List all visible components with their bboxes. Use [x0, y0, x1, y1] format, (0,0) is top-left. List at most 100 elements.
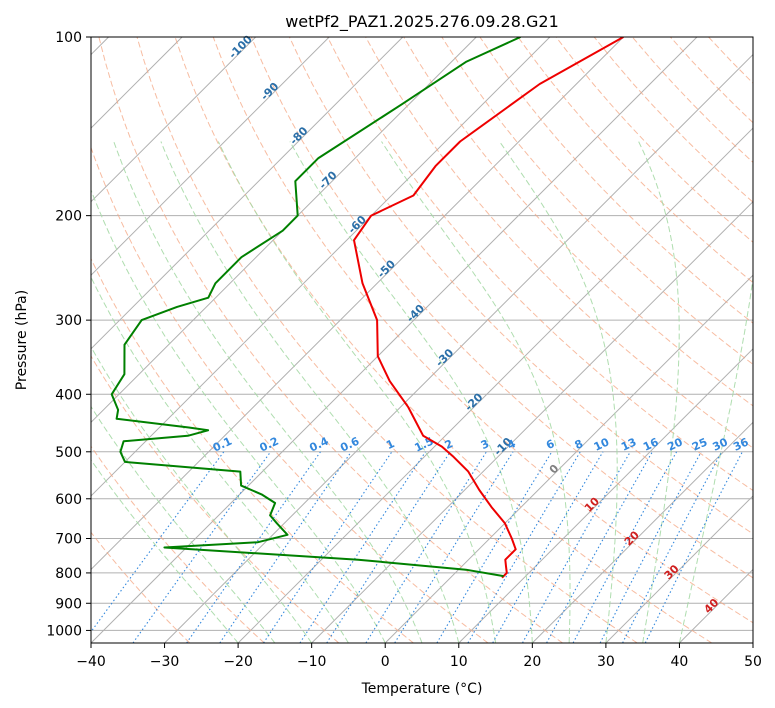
mixing-ratio-line: [219, 451, 352, 643]
mixing-ratio-line: [467, 451, 581, 643]
mixing-ratio-line: [436, 451, 553, 643]
isotherm-label: 40: [701, 596, 721, 616]
dry-adiabat: [91, 146, 489, 643]
dry-adiabat: [174, 37, 713, 643]
isotherm-label: 10: [582, 494, 602, 514]
dry-adiabat: [327, 37, 753, 492]
mixing-ratio-label: 20: [665, 435, 685, 453]
moist-adiabat: [678, 274, 753, 643]
dry-adiabat: [91, 531, 191, 643]
mixing-ratio-line: [91, 451, 225, 633]
isotherm-line: [91, 37, 698, 643]
mixing-ratio-line: [263, 451, 393, 643]
series-lines: [110, 37, 624, 579]
x-axis-ticks: −40 −30 −20 −10 0 10 20 30 40 50: [76, 643, 762, 670]
y-axis-ticks: 100 200 300 400 500 600 700 800 900 1000: [46, 30, 91, 639]
dry-adiabat: [212, 37, 753, 624]
mixing-ratio-label: 6: [544, 437, 557, 452]
isotherm-label: -90: [258, 80, 281, 103]
y-tick-label: 700: [55, 532, 82, 548]
mixing-ratio-label: 25: [690, 435, 709, 453]
dewpoint-profile-line: [110, 37, 521, 578]
dry-adiabat: [91, 257, 414, 643]
isotherm-line: [679, 568, 753, 643]
background-lines: [91, 37, 753, 643]
dry-adiabat: [631, 37, 753, 163]
dry-adiabat: [91, 355, 340, 643]
dry-adiabat: [136, 37, 638, 643]
y-tick-label: 300: [55, 313, 82, 329]
mixing-ratio-line: [299, 451, 426, 643]
x-tick-label: −30: [150, 654, 180, 670]
temperature-profile-line: [353, 37, 624, 579]
isotherm-label: -40: [404, 302, 427, 325]
mixing-ratio-line: [599, 451, 702, 643]
isotherm-label: -80: [287, 124, 310, 147]
y-tick-label: 800: [55, 566, 82, 582]
isotherm-line: [91, 37, 404, 350]
isotherm-line: [605, 495, 753, 643]
mixing-ratio-label: 10: [592, 435, 612, 453]
mixing-ratio-label: 3: [479, 437, 491, 452]
dry-adiabat: [479, 37, 753, 324]
isotherm-line: [91, 37, 477, 424]
x-tick-label: 10: [450, 654, 468, 670]
y-axis-label: Pressure (hPa): [14, 290, 30, 390]
moist-adiabat: [91, 345, 313, 643]
y-tick-label: 900: [55, 596, 82, 612]
moist-adiabat: [113, 141, 423, 643]
y-tick-label: 1000: [46, 623, 82, 639]
isotherm-line: [311, 200, 753, 643]
x-tick-label: −20: [223, 654, 253, 670]
y-tick-label: 500: [55, 445, 82, 461]
dry-adiabat: [517, 37, 753, 284]
mixing-ratio-line: [546, 451, 653, 643]
isotherm-label: -30: [433, 346, 456, 369]
y-tick-label: 400: [55, 387, 82, 403]
chart-title: wetPf2_PAZ1.2025.276.09.28.G21: [285, 12, 559, 32]
y-tick-label: 600: [55, 492, 82, 508]
mixing-ratio-line: [186, 451, 321, 643]
isotherm-line: [164, 53, 753, 643]
y-tick-label: 100: [55, 30, 82, 46]
mixing-ratio-label: 16: [641, 435, 661, 453]
x-tick-label: 20: [523, 654, 541, 670]
mixing-ratio-line: [132, 451, 272, 643]
x-tick-label: 50: [744, 654, 762, 670]
dry-adiabat: [708, 37, 753, 84]
isotherm-line: [458, 348, 753, 643]
mixing-ratio-line: [572, 451, 678, 643]
isotherm-line: [384, 274, 753, 643]
moist-adiabat: [499, 141, 618, 643]
mixing-ratio-label: 30: [711, 435, 731, 453]
isotherm-line: [531, 421, 753, 643]
isotherm-line: [91, 37, 330, 276]
dry-adiabat: [91, 445, 265, 643]
moist-adiabat: [91, 188, 386, 643]
isotherm-line: [91, 37, 624, 571]
x-tick-label: −10: [297, 654, 327, 670]
isotherm-line: [91, 37, 257, 203]
isotherm-label: 20: [622, 528, 642, 548]
dry-adiabat: [593, 37, 753, 203]
isotherm-line: [91, 37, 551, 497]
isotherm-label: -70: [316, 168, 339, 191]
y-tick-label: 200: [55, 209, 82, 225]
dry-adiabat: [98, 37, 563, 643]
isotherm-line: [752, 642, 753, 643]
mixing-ratio-label: 36: [731, 435, 751, 453]
x-tick-label: −40: [76, 654, 106, 670]
dry-adiabat: [441, 37, 753, 365]
plot-frame: [90, 36, 754, 644]
mixing-ratio-line: [522, 451, 631, 643]
dry-adiabat: [250, 37, 753, 579]
moist-adiabat: [91, 276, 349, 643]
mixing-ratio-line: [326, 451, 451, 643]
isotherm-line: [237, 127, 753, 643]
dry-adiabat: [288, 37, 753, 535]
mixing-ratio-label: 13: [619, 435, 638, 453]
moist-adiabat: [381, 141, 571, 643]
mixing-ratio-line: [365, 451, 487, 643]
dry-adiabat: [403, 37, 753, 407]
